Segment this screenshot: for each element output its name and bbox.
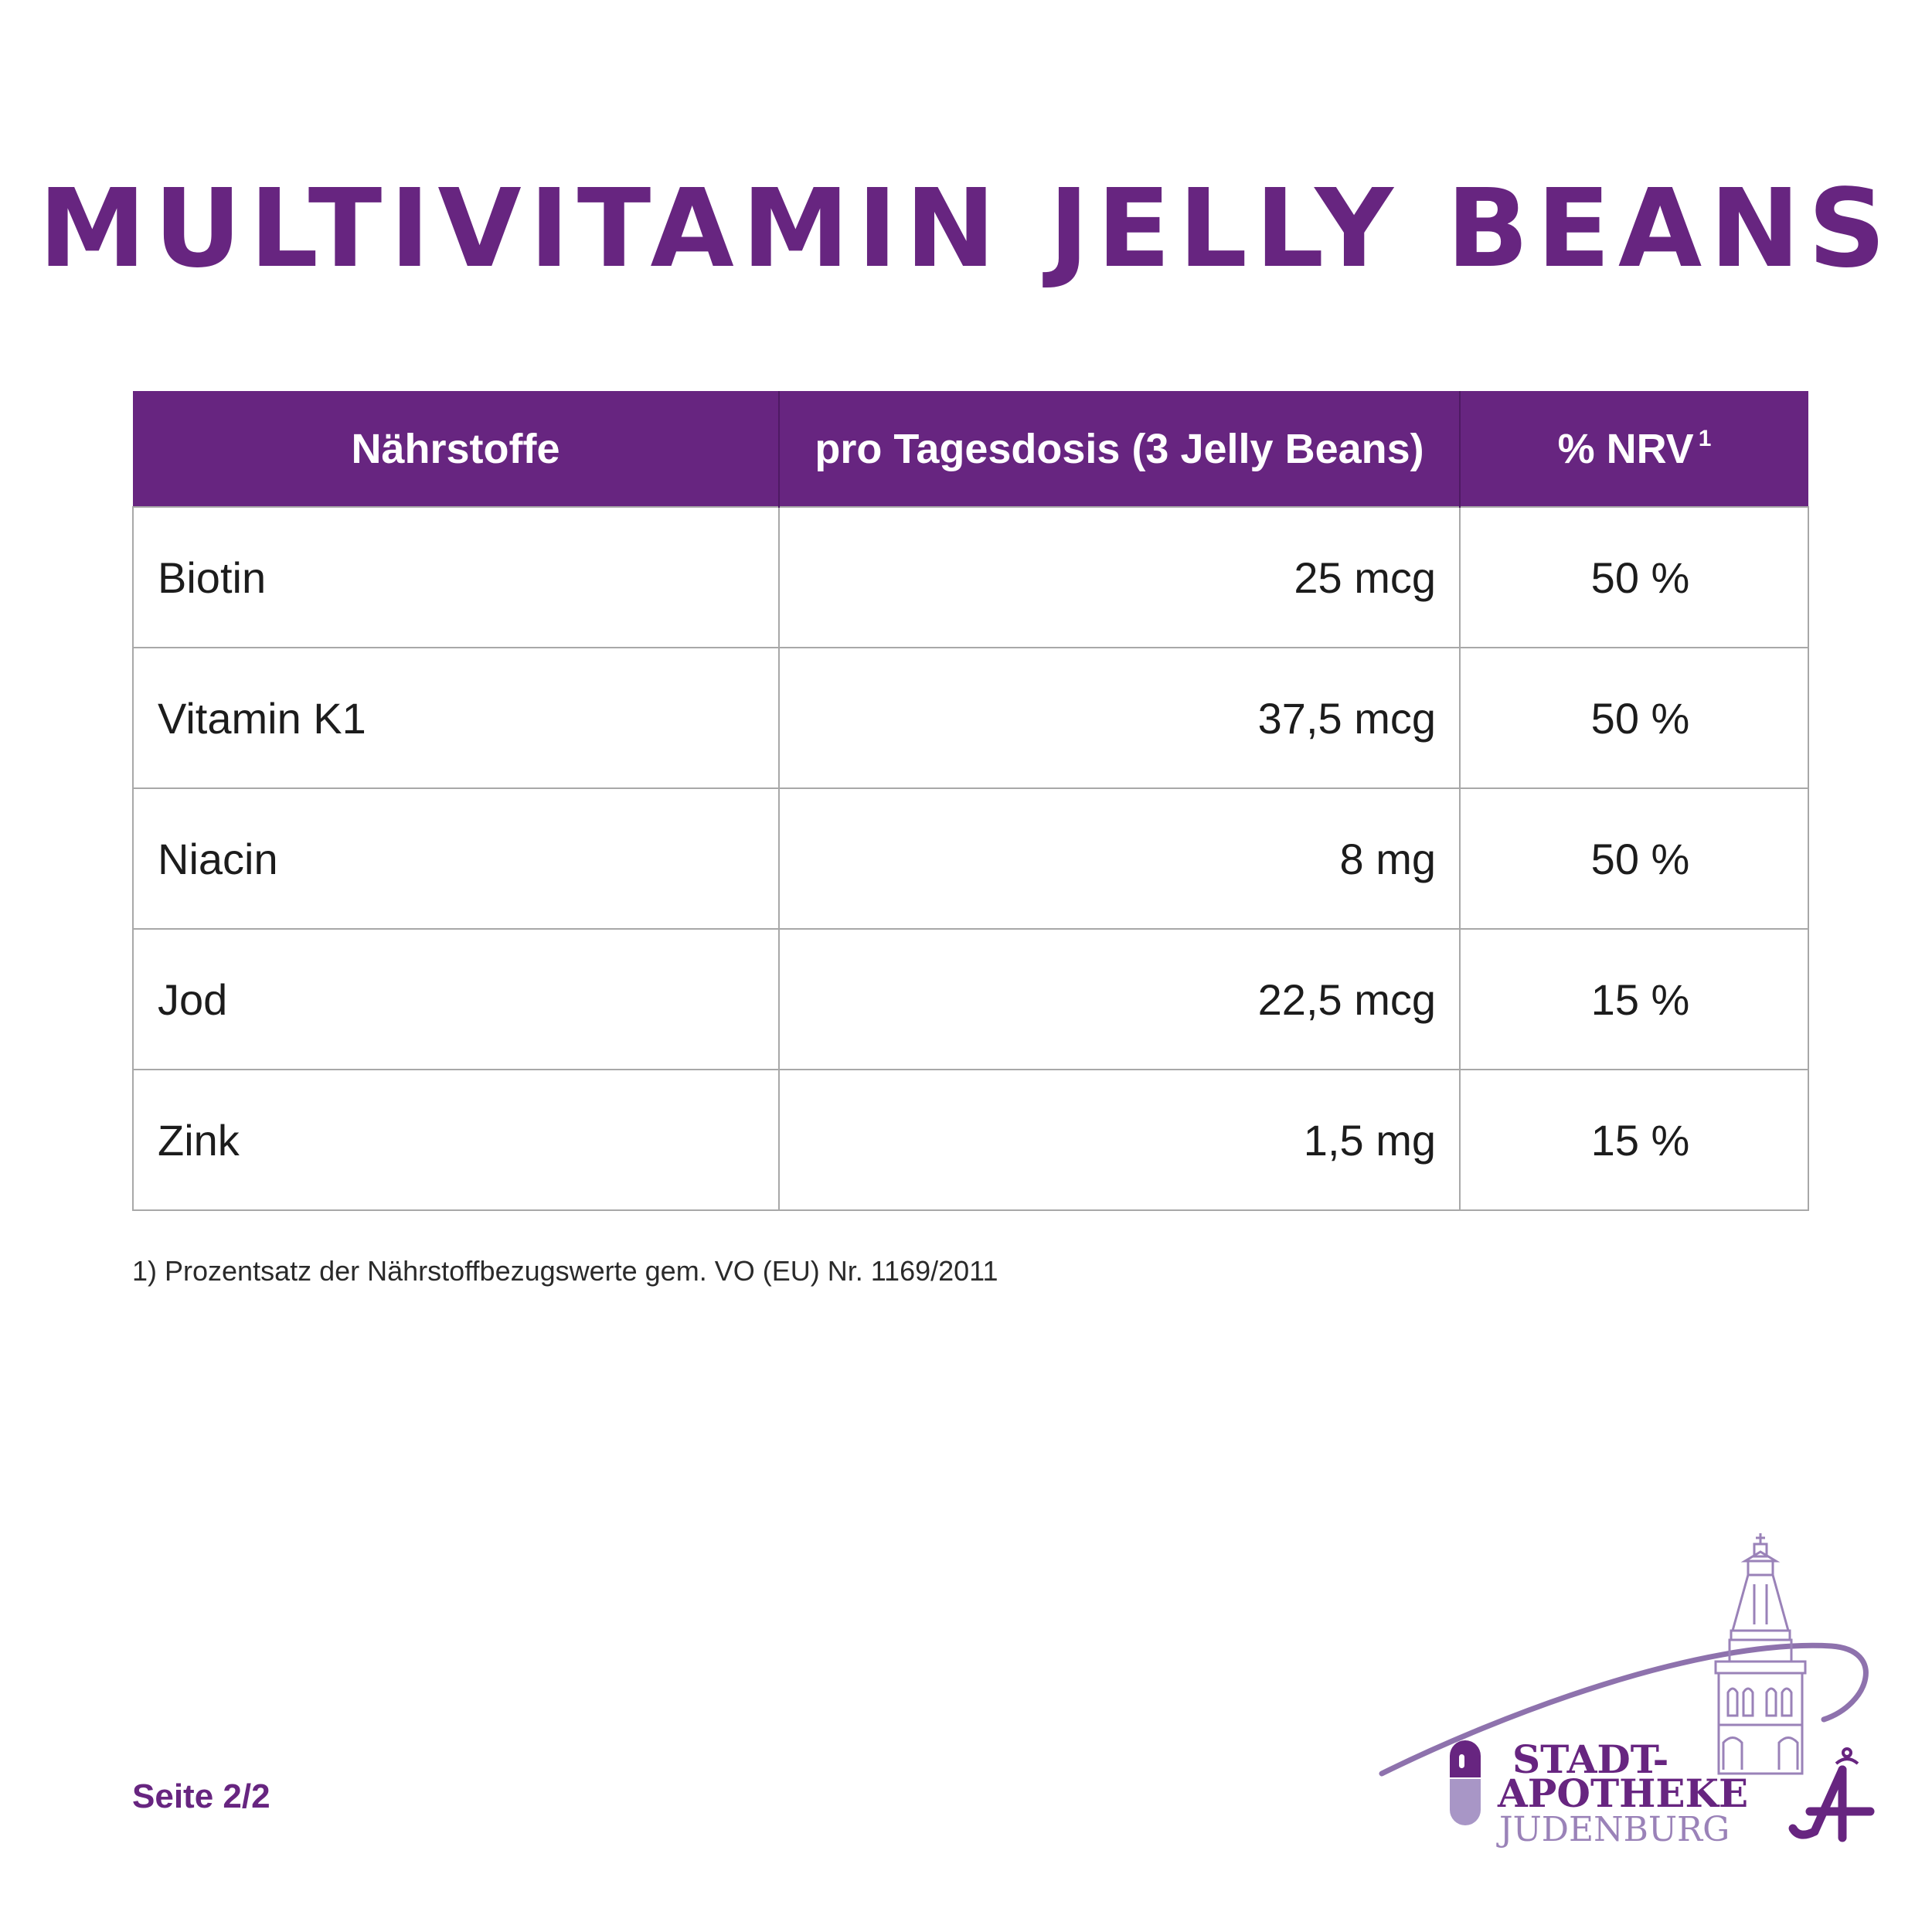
logo-line-2: APOTHEKE [1497,1770,1748,1816]
amount-cell: 25 mcg [778,506,1461,648]
nrv-cell: 50 % [1459,647,1809,789]
amount-cell: 37,5 mcg [778,647,1461,789]
nrv-cell: 50 % [1459,787,1809,930]
footnote: 1) Prozentsatz der Nährstoffbezugswerte … [132,1255,998,1287]
logo-swoosh [1379,1642,1869,1777]
header-nutrient: Nährstoffe [133,391,780,507]
table-row: Vitamin K1 37,5 mcg 50 % [132,647,1809,789]
logo-line-1: STADT- [1512,1736,1668,1782]
bowl-snake-icon [1835,1747,1859,1765]
church-tower-icon [1714,1533,1807,1775]
table-row: Jod 22,5 mcg 15 % [132,928,1809,1070]
nutrient-cell: Biotin [132,506,780,648]
nrv-cell: 15 % [1459,1069,1809,1211]
amount-cell: 1,5 mg [778,1069,1461,1211]
logo-line-3: JUDENBURG [1496,1810,1730,1849]
nrv-cell: 15 % [1459,928,1809,1070]
capsule-icon [1450,1740,1481,1825]
table-header-row: Nährstoffe pro Tagesdosis (3 Jelly Beans… [133,391,1808,507]
apotheke-a-icon [1788,1765,1875,1842]
header-amount: pro Tagesdosis (3 Jelly Beans) [779,391,1461,507]
page-number: Seite 2/2 [132,1777,270,1815]
pharmacy-logo: STADT- APOTHEKE JUDENBURG [1379,1533,1875,1849]
nutrient-cell: Niacin [132,787,780,930]
nrv-cell: 50 % [1459,506,1809,648]
footnote-ref: 1 [1698,425,1712,451]
table-row: Zink 1,5 mg 15 % [132,1069,1809,1211]
table-row: Biotin 25 mcg 50 % [132,506,1809,648]
amount-cell: 22,5 mcg [778,928,1461,1070]
table-row: Niacin 8 mg 50 % [132,787,1809,930]
header-nrv: % NRV 1 [1460,391,1808,507]
nutrition-table: Nährstoffe pro Tagesdosis (3 Jelly Beans… [132,391,1809,1211]
nutrient-cell: Jod [132,928,780,1070]
nutrient-cell: Zink [132,1069,780,1211]
amount-cell: 8 mg [778,787,1461,930]
page-title: MULTIVITAMIN JELLY BEANS [38,166,1894,292]
nutrient-cell: Vitamin K1 [132,647,780,789]
